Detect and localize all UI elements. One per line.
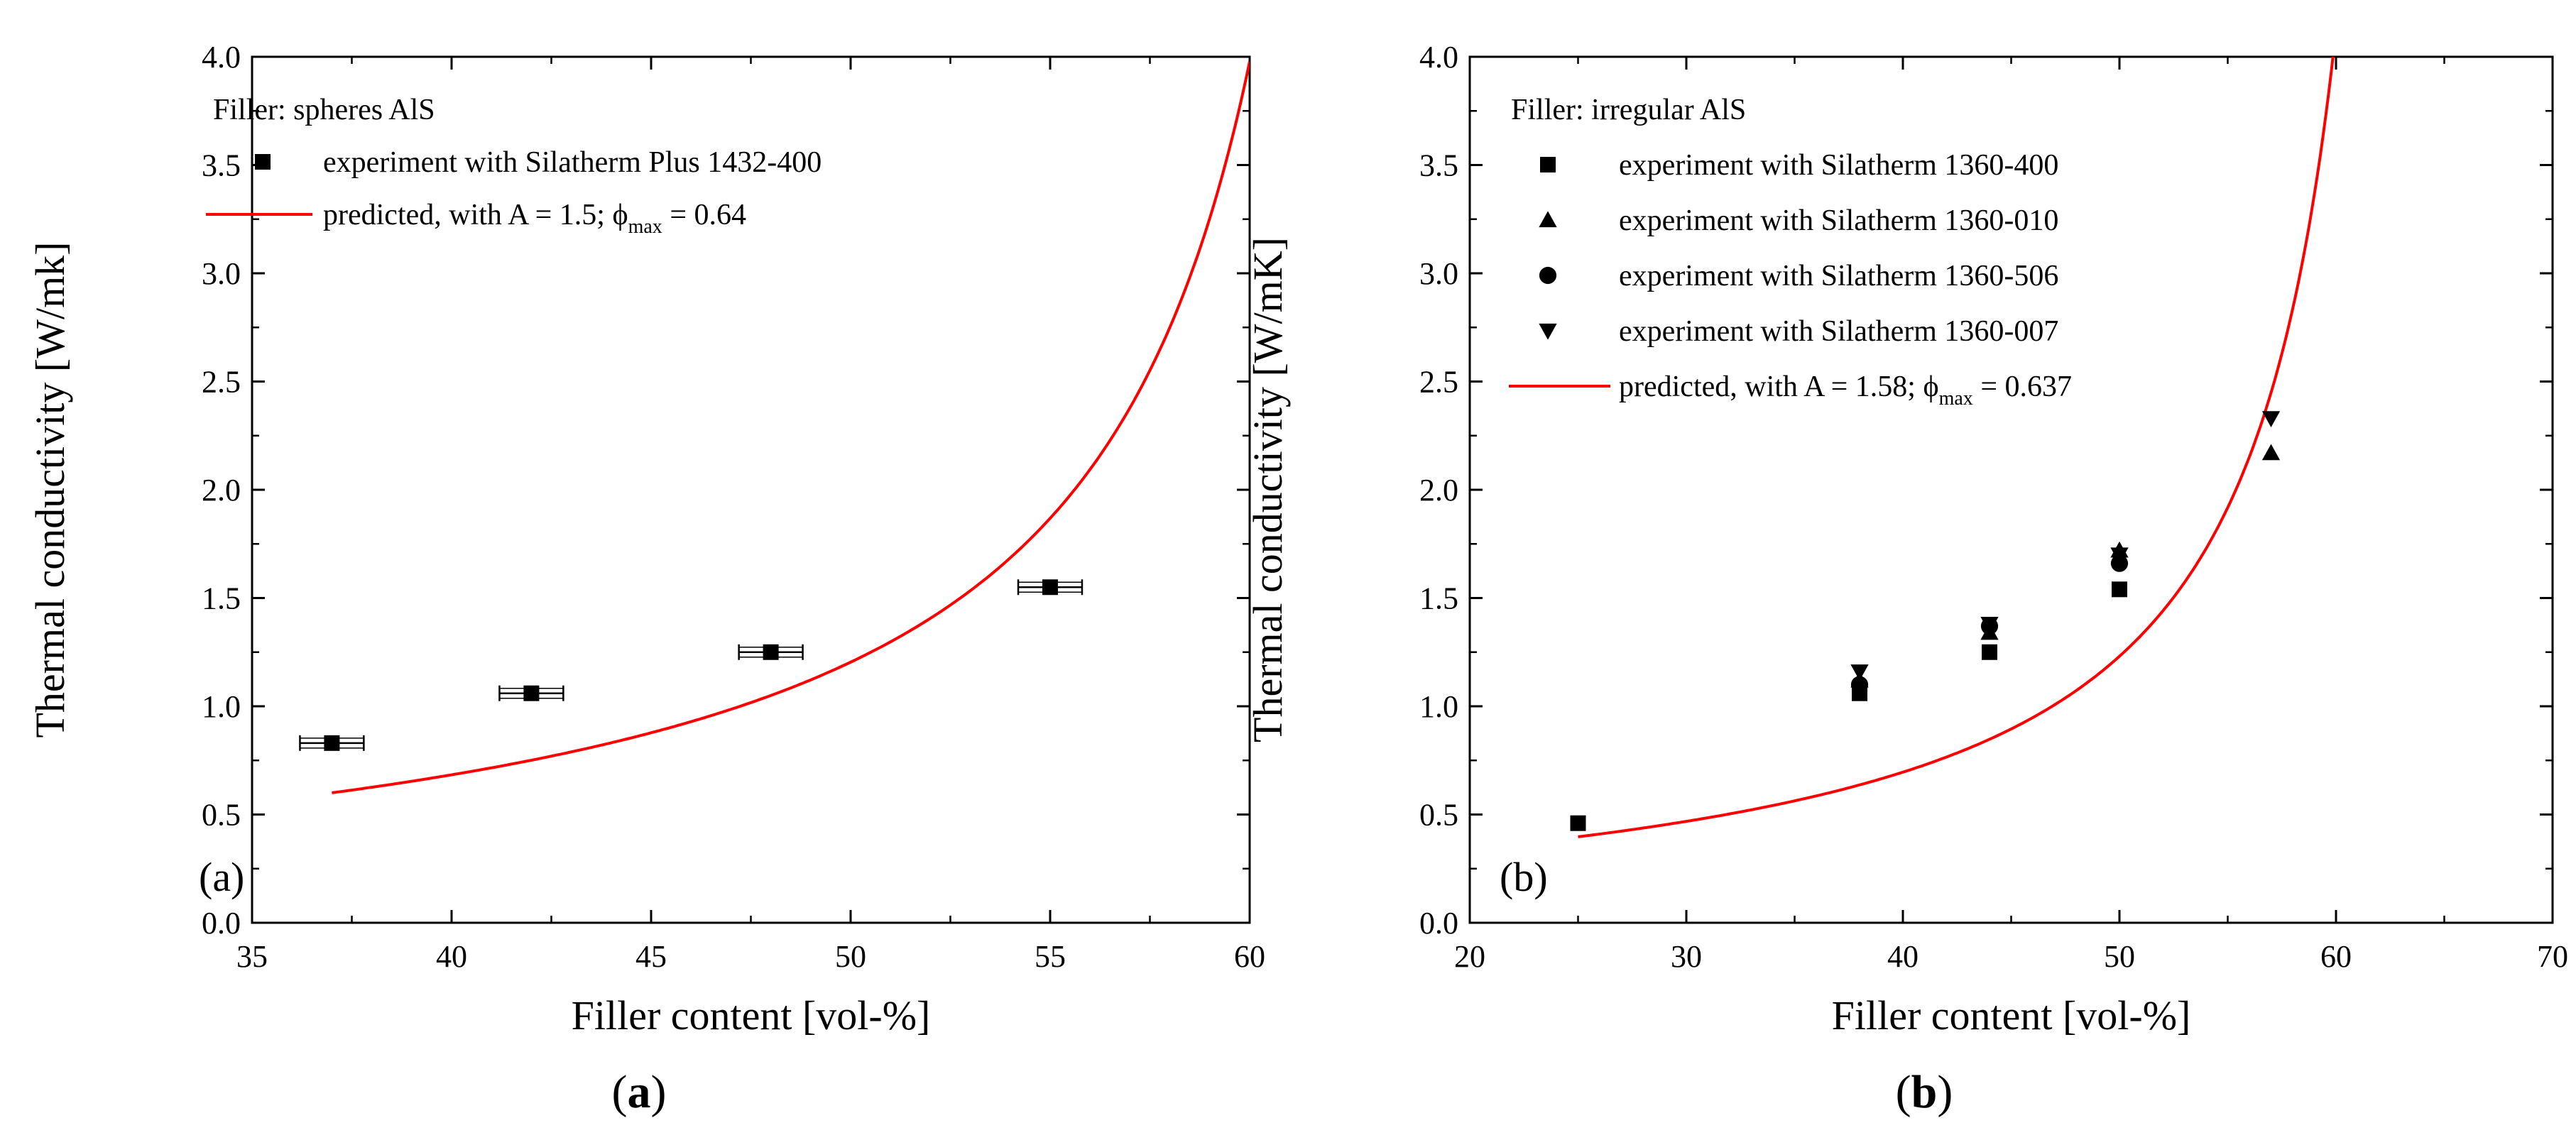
data-point-square [523,685,540,701]
legend-model-suffix: = 0.637 [1973,371,2072,403]
legend-marker-square [1540,157,1556,172]
y-tick-label: 2.5 [202,365,241,400]
caption-open: ( [612,1066,628,1118]
data-point-square [1570,815,1586,831]
y-tick-label: 2.0 [202,473,241,508]
x-tick-label: 60 [2320,939,2352,974]
legend-model-phi: ϕ [1923,371,1938,403]
y-tick-label: 1.0 [1419,689,1458,724]
y-tick-label: 3.5 [202,148,241,183]
x-tick-label: 30 [1671,939,1702,974]
caption-letter: a [628,1066,651,1118]
legend-title: Filler: irregular AlS [1511,94,1746,126]
x-axis-label: Filler content [vol-%] [1832,992,2191,1038]
y-tick-label: 0.0 [202,906,241,941]
legend-entry-label: experiment with Silatherm 1360-007 [1619,315,2058,348]
y-tick-label: 1.5 [202,581,241,616]
data-point-square [763,644,779,660]
x-tick-label: 45 [635,939,667,974]
chart-panel-a: 35 40 45 50 55 60 0.0 0.5 1.0 1.5 2.0 2.5 3.0 3.5 4.0 F… [27,40,1265,1118]
x-axis-label: Filler content [vol-%] [572,992,931,1038]
caption-letter: b [1911,1066,1938,1118]
caption-close: ) [1937,1066,1953,1118]
y-tick-label: 4.0 [1419,40,1458,75]
data-point-triangle-up [2261,444,2281,461]
y-tick-label: 0.5 [202,798,241,833]
caption-close: ) [651,1066,667,1118]
x-tick-label: 50 [835,939,866,974]
y-tick-label: 3.0 [1419,256,1458,291]
caption-open: ( [1896,1066,1911,1118]
legend-model-label: predicted, with A = 1.58; ϕmax = 0.637 [1619,371,2072,410]
y-tick-label: 0.0 [1419,906,1458,941]
data-point-square [1982,644,1997,660]
panel-caption: (a) [612,1066,667,1118]
legend-model-prefix: predicted, with A = 1.5; [323,199,612,231]
data-point-triangle-down [1850,664,1869,681]
legend-marker-triangle-up [1539,211,1557,228]
data-point-circle [1850,676,1869,693]
legend-marker-circle [1539,266,1557,285]
legend-entry-label: experiment with Silatherm Plus 1432-400 [323,146,822,179]
legend-marker-triangle-down [1539,323,1557,340]
model-curve [1578,57,2335,838]
data-point-triangle-down [1980,616,1999,633]
legend-entry-label: experiment with Silatherm 1360-010 [1619,204,2058,237]
x-tick-label: 35 [236,939,268,974]
legend-model-phi: ϕ [612,199,628,231]
y-axis-label: Thermal conductivity [W/mK] [1245,237,1291,742]
legend-model-suffix: = 0.64 [662,199,746,231]
x-tick-label: 60 [1234,939,1265,974]
data-point-square [324,735,340,751]
x-tick-label: 40 [1887,939,1919,974]
data-point-square [2112,581,2127,598]
y-tick-label: 0.5 [1419,798,1458,833]
x-tick-label: 40 [436,939,467,974]
y-tick-label: 1.5 [1419,581,1458,616]
legend-entry-label: experiment with Silatherm 1360-506 [1619,260,2058,292]
legend-entry-label: experiment with Silatherm 1360-400 [1619,149,2058,182]
data-point-triangle-down [2261,411,2281,427]
x-tick-label: 20 [1454,939,1485,974]
data-point-triangle-down [2110,547,2129,564]
panel-caption: (b) [1896,1066,1953,1118]
legend-model-label: predicted, with A = 1.5; ϕmax = 0.64 [323,199,746,238]
panel-tag-label: (a) [199,854,244,900]
x-tick-label: 70 [2537,939,2568,974]
legend-model-sub: max [1939,388,1973,410]
x-tick-label: 55 [1035,939,1066,974]
legend-model-sub: max [628,216,662,238]
x-tick-label: 50 [2104,939,2135,974]
y-tick-label: 2.5 [1419,365,1458,400]
y-tick-label: 2.0 [1419,473,1458,508]
legend-title: Filler: spheres AlS [213,94,435,126]
y-tick-label: 3.5 [1419,148,1458,183]
chart-panel-b: 20 30 40 50 60 70 0.0 0.5 1.0 1.5 2.0 2.5 3.0 3.5 4.0 F… [1245,40,2568,1118]
legend-model-prefix: predicted, with A = 1.58; [1619,371,1923,403]
model-curve [332,61,1250,794]
y-tick-label: 1.0 [202,689,241,724]
y-tick-label: 3.0 [202,256,241,291]
data-point-square [1042,579,1058,596]
y-tick-label: 4.0 [202,40,241,75]
legend-marker-square [255,154,271,170]
y-axis-label: Thermal conductivity [W/mk] [27,241,73,738]
panel-tag-label: (b) [1500,854,1548,900]
